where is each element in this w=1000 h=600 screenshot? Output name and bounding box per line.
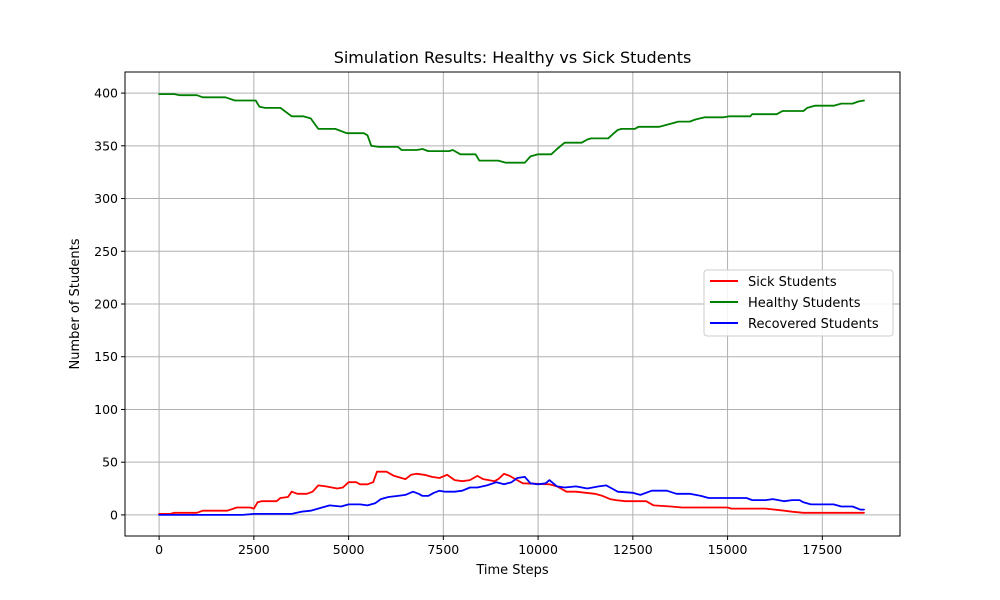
series-layer xyxy=(158,93,865,516)
x-tick-label: 0 xyxy=(155,542,163,557)
chart-title: Simulation Results: Healthy vs Sick Stud… xyxy=(334,48,692,67)
series-line-sick-students xyxy=(158,470,865,515)
y-tick-label: 150 xyxy=(94,349,118,364)
y-tick-label: 100 xyxy=(94,402,118,417)
x-axis-ticks: 0 2500 5000 7500 10000 12500 15000 17500 xyxy=(155,536,842,557)
x-tick-label: 7500 xyxy=(427,542,459,557)
series-line-healthy-students xyxy=(158,93,865,164)
legend-label-healthy: Healthy Students xyxy=(748,296,861,311)
legend: Sick Students Healthy Students Recovered… xyxy=(703,269,894,337)
x-tick-label: 10000 xyxy=(518,542,558,557)
x-tick-label: 5000 xyxy=(333,542,365,557)
legend-label-sick: Sick Students xyxy=(748,275,837,290)
legend-box xyxy=(703,269,894,337)
grid xyxy=(125,72,900,536)
y-tick-label: 0 xyxy=(110,507,118,522)
y-tick-label: 300 xyxy=(94,191,118,206)
y-axis-ticks: 0 50 100 150 200 250 300 350 400 xyxy=(94,86,125,522)
x-tick-label: 15000 xyxy=(708,542,748,557)
x-tick-label: 2500 xyxy=(238,542,270,557)
x-tick-label: 17500 xyxy=(802,542,842,557)
legend-label-recovered: Recovered Students xyxy=(748,317,879,332)
y-tick-label: 200 xyxy=(94,297,118,312)
y-tick-label: 50 xyxy=(102,455,118,470)
y-axis-label: Number of Students xyxy=(68,238,83,369)
series-line-recovered-students xyxy=(158,475,865,516)
y-tick-label: 250 xyxy=(94,244,118,259)
x-tick-label: 12500 xyxy=(613,542,653,557)
x-axis-label: Time Steps xyxy=(475,563,549,578)
y-tick-label: 350 xyxy=(94,138,118,153)
y-tick-label: 400 xyxy=(94,86,118,101)
